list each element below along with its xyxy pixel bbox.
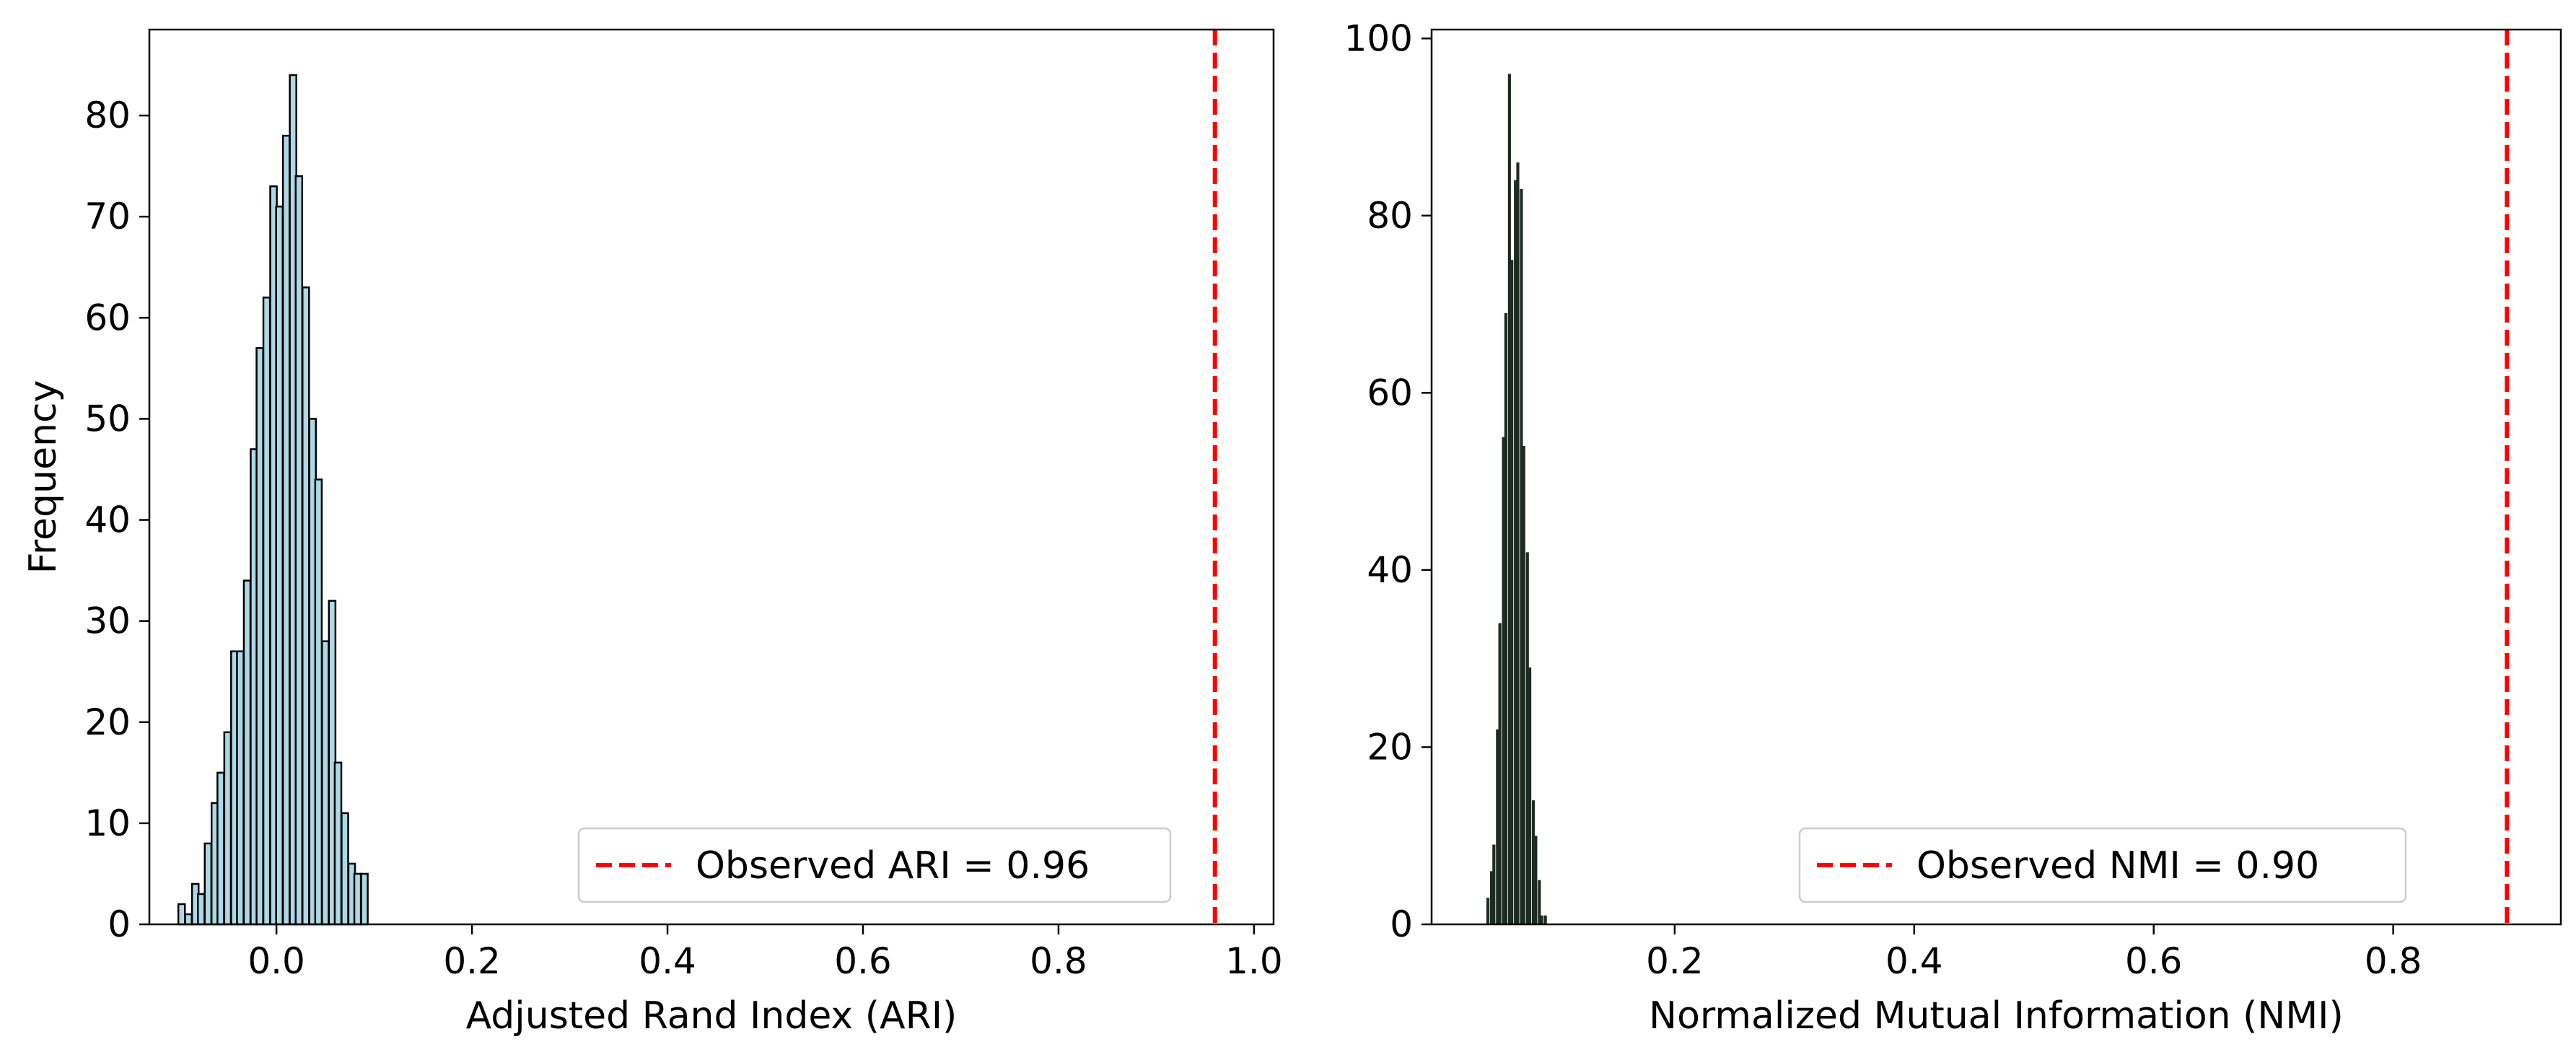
nmi-histogram-bar <box>1496 729 1499 924</box>
ari-histogram-bar <box>236 650 245 926</box>
ari-x-tick-label: 0.4 <box>639 940 696 982</box>
nmi-y-tick-label: 0 <box>1390 903 1413 945</box>
ari-histogram-bar <box>281 134 291 926</box>
ari-histogram-panel: 0.0 0.2 0.4 0.6 0.8 1.0 0 10 20 30 40 50 60 70 80 Adjus… <box>22 28 1283 1038</box>
nmi-y-tick-label: 80 <box>1367 195 1413 237</box>
nmi-histogram-bar <box>1489 871 1494 924</box>
ari-histogram-bar <box>197 893 206 926</box>
ari-y-tick-label: 50 <box>84 398 131 439</box>
ari-y-tick-label: 40 <box>84 499 131 541</box>
ari-y-tick-label: 60 <box>84 297 131 338</box>
ari-x-tick-label: 0.0 <box>247 940 305 982</box>
ari-histogram-bar <box>353 872 362 926</box>
ari-x-tick-label: 0.8 <box>1030 940 1087 982</box>
nmi-histogram-bar <box>1492 844 1496 924</box>
nmi-histogram-bar <box>1507 74 1511 925</box>
ari-y-tick-label: 0 <box>108 903 131 945</box>
nmi-histogram-bar <box>1538 880 1541 924</box>
nmi-legend: Observed NMI = 0.90 <box>1798 827 2407 903</box>
nmi-y-tick-label: 100 <box>1344 17 1413 59</box>
ari-histogram-bar <box>301 286 310 926</box>
ari-histogram-bar <box>321 640 330 926</box>
ari-histogram-bar <box>255 347 264 926</box>
ari-y-tick-label: 30 <box>84 600 131 642</box>
nmi-histogram-bar <box>1543 915 1547 924</box>
ari-histogram-bar <box>275 205 284 926</box>
nmi-histogram-bar <box>1540 915 1543 924</box>
ari-x-axis-label: Adjusted Rand Index (ARI) <box>466 994 958 1038</box>
nmi-axes-frame <box>1430 28 2562 926</box>
nmi-y-tick-label: 20 <box>1367 726 1413 768</box>
nmi-y-tick-label: 60 <box>1367 372 1413 413</box>
ari-histogram-bar <box>242 579 252 926</box>
nmi-x-tick-label: 0.2 <box>1646 940 1704 982</box>
ari-histogram-bar <box>314 478 323 926</box>
ari-legend-box <box>577 827 1172 903</box>
nmi-x-tick-label: 0.6 <box>2125 940 2183 982</box>
ari-histogram-bar <box>184 913 193 926</box>
nmi-histogram-bar <box>1520 188 1523 924</box>
nmi-legend-label: Observed NMI = 0.90 <box>1916 844 2319 888</box>
nmi-x-tick-label: 0.4 <box>1885 940 1943 982</box>
ari-legend: Observed ARI = 0.96 <box>577 827 1172 903</box>
ari-y-tick-label: 70 <box>84 196 131 237</box>
nmi-histogram-bar <box>1516 162 1520 924</box>
ari-histogram-bar <box>262 297 271 926</box>
nmi-bars <box>1486 74 1547 925</box>
ari-histogram-bar <box>177 903 186 926</box>
nmi-histogram-bar <box>1531 800 1535 924</box>
ari-histogram-bar <box>333 761 343 926</box>
nmi-histogram-bar <box>1502 437 1505 924</box>
ari-histogram-bar <box>223 731 232 926</box>
ari-histogram-bar <box>216 771 225 926</box>
nmi-histogram-bar <box>1504 312 1507 924</box>
nmi-histogram-bar <box>1528 667 1532 924</box>
nmi-legend-box <box>1798 827 2407 903</box>
ari-x-tick-label: 0.2 <box>443 940 501 982</box>
ari-y-tick-label: 20 <box>84 701 131 743</box>
ari-histogram-bar <box>294 175 304 926</box>
ari-legend-label: Observed ARI = 0.96 <box>696 844 1090 888</box>
ari-axes-frame <box>148 28 1275 926</box>
nmi-histogram-bar <box>1534 836 1538 924</box>
nmi-x-tick-label: 0.8 <box>2365 940 2422 982</box>
ari-x-tick-label: 1.0 <box>1225 940 1283 982</box>
nmi-x-axis-label: Normalized Mutual Information (NMI) <box>1649 994 2344 1038</box>
nmi-histogram-panel: 0.2 0.4 0.6 0.8 0 20 40 60 80 100 Normalized Mutua… <box>1344 17 2562 1038</box>
ari-y-axis-label: Frequency <box>22 380 65 574</box>
ari-histogram-bar <box>360 872 369 926</box>
nmi-histogram-bar <box>1522 446 1525 924</box>
nmi-histogram-bar <box>1486 898 1490 924</box>
nmi-histogram-bar <box>1514 180 1517 924</box>
ari-y-tick-label: 10 <box>84 802 131 844</box>
nmi-histogram-bar <box>1525 552 1529 924</box>
ari-x-tick-label: 0.6 <box>834 940 892 982</box>
ari-histogram-bar <box>203 842 213 926</box>
ari-histogram-bar <box>341 812 349 926</box>
nmi-histogram-bar <box>1510 260 1514 925</box>
nmi-y-tick-label: 40 <box>1367 549 1413 591</box>
nmi-histogram-bar <box>1498 623 1502 924</box>
ari-y-tick-label: 80 <box>84 95 131 136</box>
